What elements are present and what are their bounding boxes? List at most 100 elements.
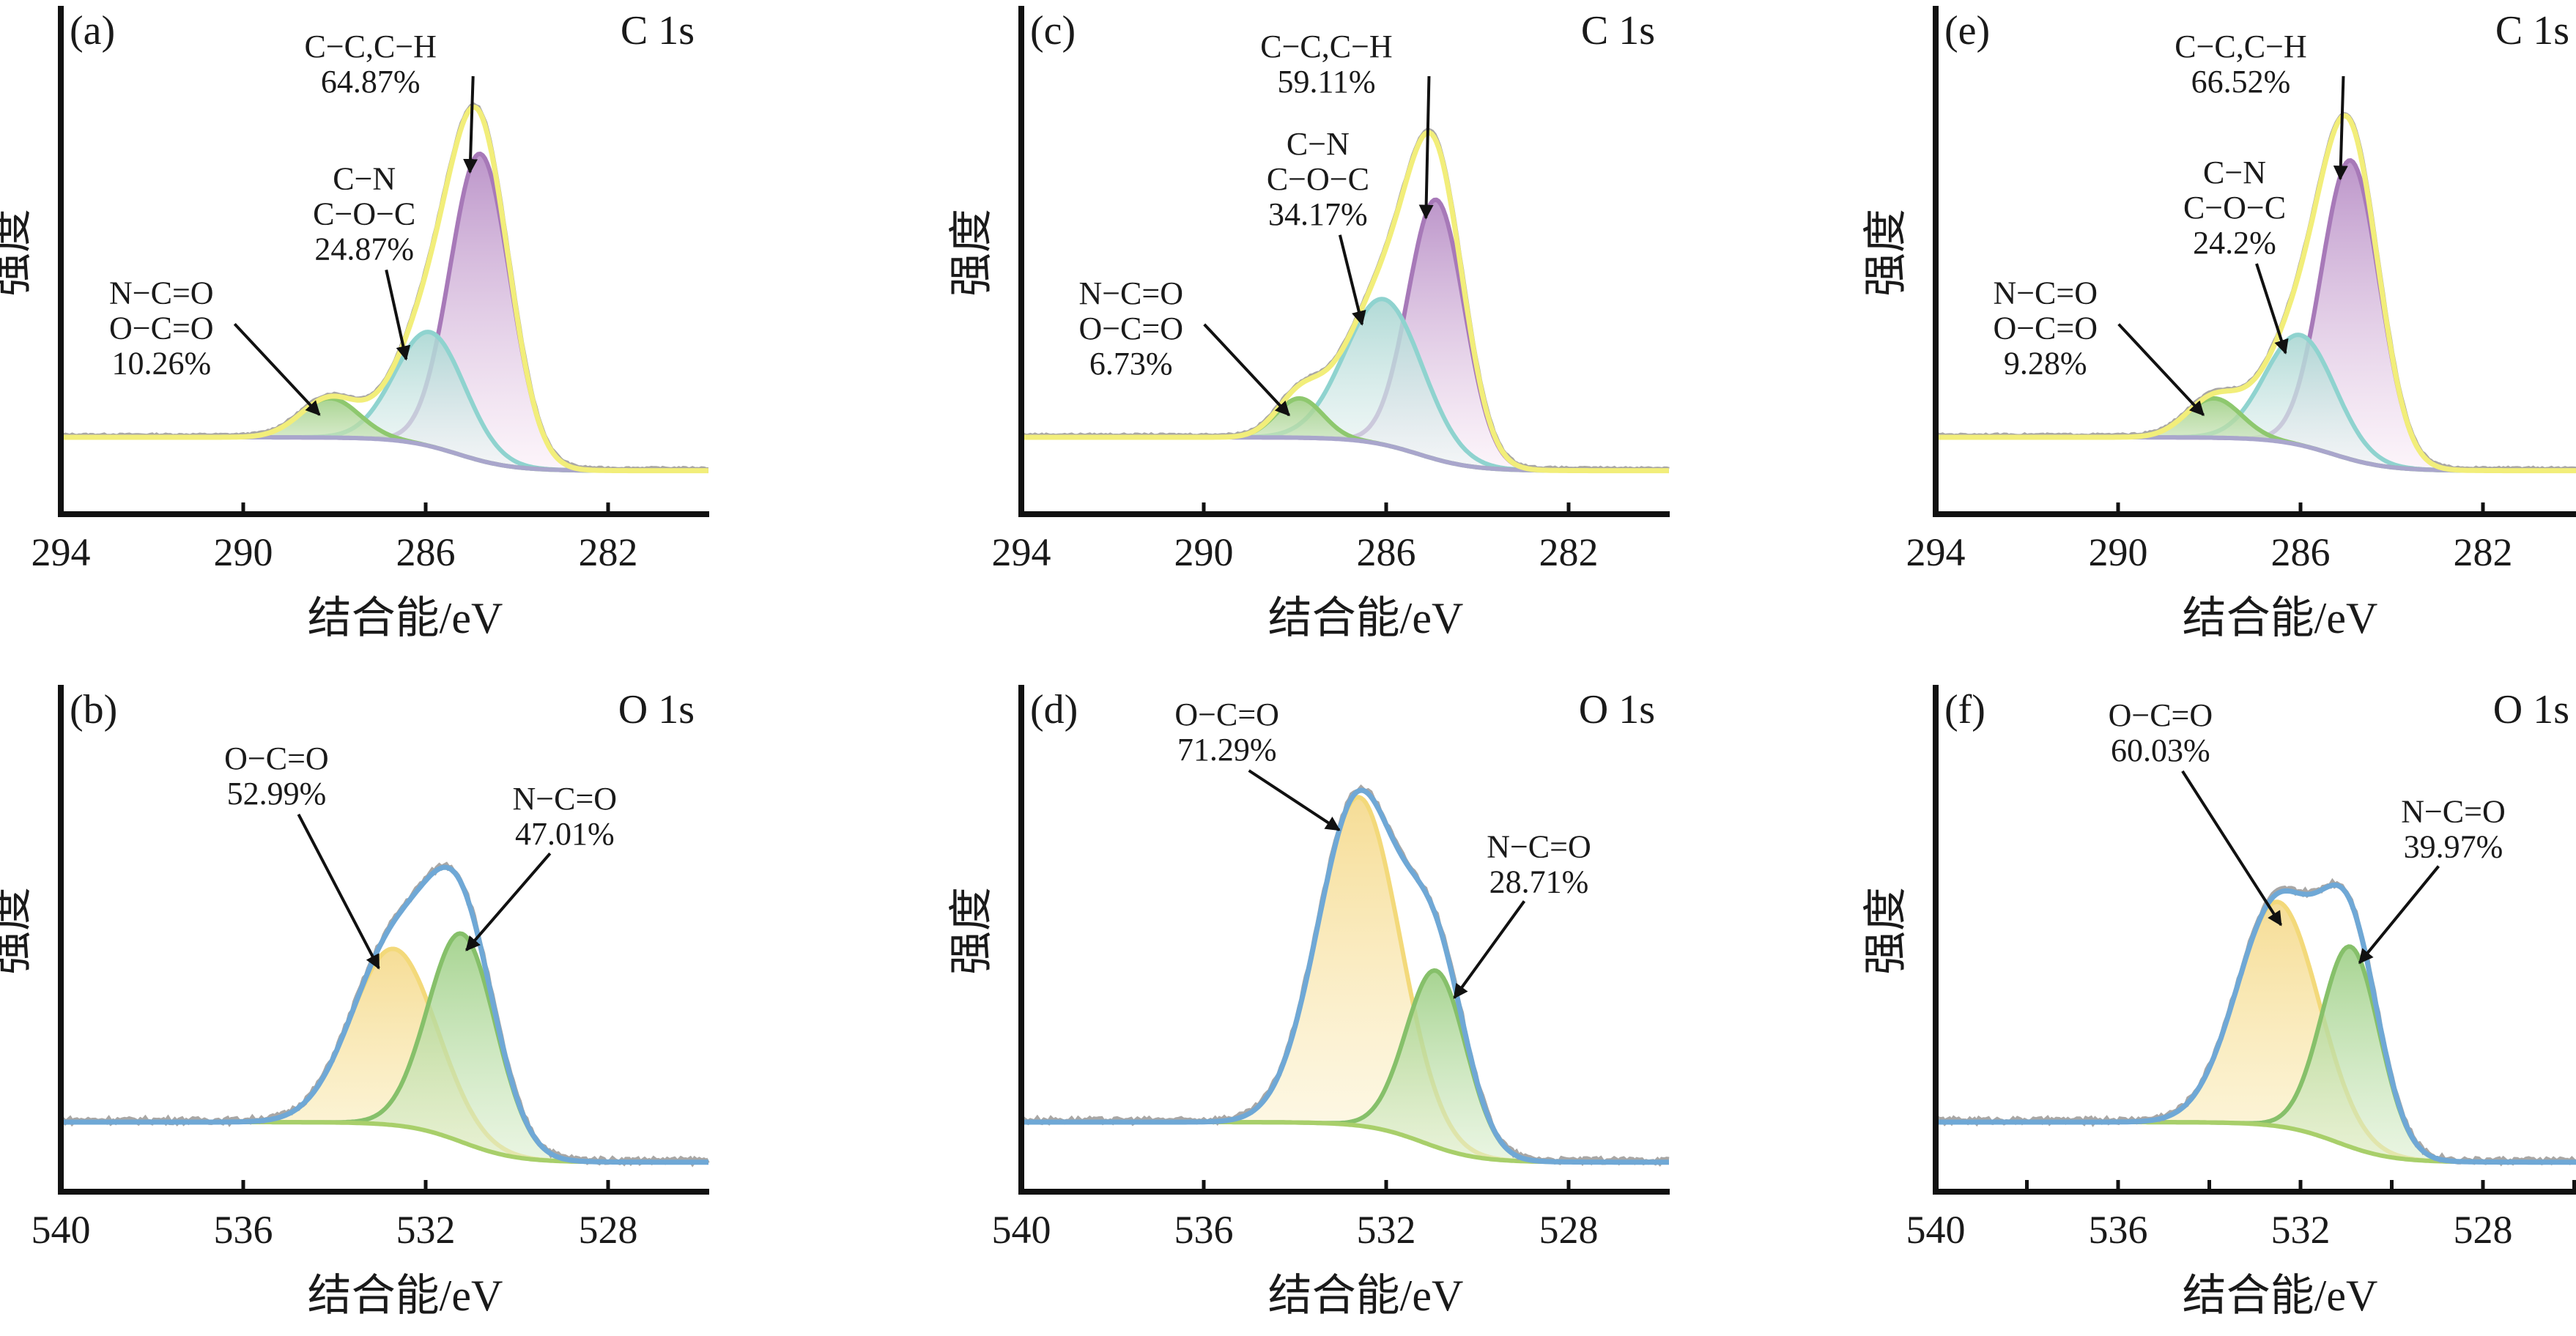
x-tick-label: 290 — [1174, 530, 1234, 574]
annotation-arrow — [2333, 75, 2348, 181]
background-line — [1936, 1120, 2576, 1165]
peak-annotation: N−C=O39.97% — [2358, 794, 2506, 965]
annotation-arrow — [2358, 865, 2440, 965]
peak-assignment: C−C,C−H — [304, 29, 436, 64]
peak-percent: 59.11% — [1277, 64, 1375, 100]
x-tick-label: 532 — [396, 1208, 456, 1252]
peak-assignment: O−C=O — [224, 741, 329, 776]
panel-tag: (f) — [1944, 687, 1985, 732]
peak-assignment: C−C,C−H — [1260, 29, 1392, 64]
peak-assignment: C−O−C — [1267, 161, 1369, 197]
y-axis-label: 强度 — [0, 887, 35, 975]
y-axis-label: 强度 — [0, 209, 35, 297]
component-fill-1 — [61, 933, 708, 1162]
peak-percent: 34.17% — [1268, 196, 1368, 232]
peak-assignment: N−C=O — [109, 275, 214, 311]
x-tick-label: 536 — [214, 1208, 273, 1252]
region-label: C 1s — [2495, 8, 2569, 53]
annotation-arrow — [1453, 900, 1526, 999]
fitted-envelope — [1936, 882, 2576, 1165]
peak-assignment: C−N — [2203, 155, 2266, 190]
peak-assignment: O−C=O — [2109, 697, 2213, 733]
region-label: O 1s — [2493, 687, 2569, 732]
background-line — [1021, 435, 1669, 473]
peak-annotation: O−C=O52.99% — [224, 741, 380, 970]
x-axis-label: 结合能/eV — [308, 1272, 503, 1320]
panel-a: 294 290 286 282 结合能/eV 强度 (a) C 1s C−C,C−H64.87%… — [0, 6, 709, 642]
x-tick-label: 286 — [2271, 530, 2331, 574]
x-tick-label: 528 — [2454, 1208, 2513, 1252]
peak-assignment: N−C=O — [513, 781, 618, 817]
peak-percent: 64.87% — [321, 64, 421, 100]
annotation-arrow — [385, 270, 411, 361]
background-line — [61, 1120, 708, 1165]
fitted-envelope — [61, 104, 708, 474]
peak-assignment: N−C=O — [2401, 794, 2506, 830]
peak-assignment: N−C=O — [1993, 275, 2098, 311]
peak-percent: 60.03% — [2111, 732, 2210, 768]
peak-percent: 24.87% — [314, 231, 414, 267]
peak-assignment: O−C=O — [1078, 311, 1183, 346]
region-label: O 1s — [618, 687, 695, 732]
component-fill-2 — [1936, 398, 2576, 471]
x-tick-label: 286 — [1357, 530, 1416, 574]
x-tick-label: 540 — [32, 1208, 91, 1252]
peak-annotation: N−C=OO−C=O6.73% — [1078, 275, 1290, 417]
x-tick-label: 536 — [1174, 1208, 1234, 1252]
annotation-arrow — [1418, 75, 1434, 220]
peak-percent: 52.99% — [227, 776, 327, 812]
component-fill-0 — [1936, 902, 2576, 1162]
annotation-arrow — [233, 322, 321, 416]
panel-tag: (e) — [1944, 8, 1990, 53]
fitted-envelope — [61, 864, 708, 1165]
annotation-arrow — [2117, 323, 2205, 417]
peak-percent: 9.28% — [2004, 346, 2087, 382]
panel-f: 540 536 532 528 结合能/eV 强度 (f) O 1s O−C=O60.03% N−… — [1862, 685, 2576, 1320]
peak-assignment: O−C=O — [1174, 697, 1279, 732]
peak-assignment: C−C,C−H — [2175, 29, 2306, 64]
panel-tag: (a) — [70, 8, 115, 53]
fitted-envelope — [1021, 787, 1669, 1165]
peak-annotation: C−NC−O−C24.87% — [313, 160, 415, 361]
x-tick-label: 540 — [1906, 1208, 1966, 1252]
peak-assignment: O−C=O — [109, 310, 214, 346]
peak-annotation: N−C=O47.01% — [465, 781, 618, 951]
component-fill-1 — [1021, 299, 1669, 471]
panel-tag: (d) — [1030, 687, 1078, 732]
annotation-arrow — [1248, 769, 1341, 831]
x-axis-label: 结合能/eV — [1268, 594, 1464, 642]
x-tick-label: 540 — [992, 1208, 1051, 1252]
peak-annotation: C−C,C−H66.52% — [2175, 29, 2348, 181]
x-tick-label: 294 — [32, 530, 91, 574]
background-line — [1021, 1120, 1669, 1165]
annotation-arrow — [463, 75, 478, 174]
peak-percent: 10.26% — [111, 345, 211, 381]
peak-assignment: O−C=O — [1993, 311, 2098, 346]
peak-annotation: C−C,C−H59.11% — [1260, 29, 1434, 220]
x-axis-label: 结合能/eV — [2183, 594, 2378, 642]
peak-percent: 71.29% — [1177, 732, 1277, 768]
x-tick-label: 532 — [1357, 1208, 1416, 1252]
peak-annotation: C−C,C−H64.87% — [304, 29, 478, 174]
peak-assignment: N−C=O — [1487, 828, 1591, 864]
peak-assignment: C−N — [333, 160, 396, 196]
x-tick-label: 532 — [2271, 1208, 2331, 1252]
region-label: C 1s — [1581, 8, 1655, 53]
region-label: C 1s — [621, 8, 695, 53]
panel-d: 540 536 532 528 结合能/eV 强度 (d) O 1s O−C=O71.29% N−… — [947, 685, 1670, 1320]
x-axis-label: 结合能/eV — [308, 594, 503, 642]
peak-annotation: N−C=OO−C=O9.28% — [1993, 275, 2205, 417]
panel-e: 294 290 286 282 结合能/eV 强度 (e) C 1s C−C,C−H66.52%… — [1862, 6, 2576, 642]
peak-annotation: C−NC−O−C34.17% — [1267, 126, 1369, 326]
peak-annotation: C−NC−O−C24.2% — [2183, 155, 2289, 355]
panel-b: 540 536 532 528 结合能/eV 强度 (b) O 1s O−C=O52.99% N−… — [0, 685, 710, 1320]
panel-c: 294 290 286 282 结合能/eV 强度 (c) C 1s C−C,C−H59.11%… — [947, 6, 1670, 642]
panel-tag: (c) — [1030, 8, 1076, 53]
region-label: O 1s — [1579, 687, 1655, 732]
peak-percent: 28.71% — [1489, 864, 1589, 899]
peak-assignment: N−C=O — [1078, 275, 1183, 311]
peak-annotation: N−C=O28.71% — [1453, 828, 1591, 999]
component-fill-0 — [1021, 797, 1669, 1162]
y-axis-label: 强度 — [1862, 209, 1910, 297]
x-tick-label: 294 — [1906, 530, 1966, 574]
